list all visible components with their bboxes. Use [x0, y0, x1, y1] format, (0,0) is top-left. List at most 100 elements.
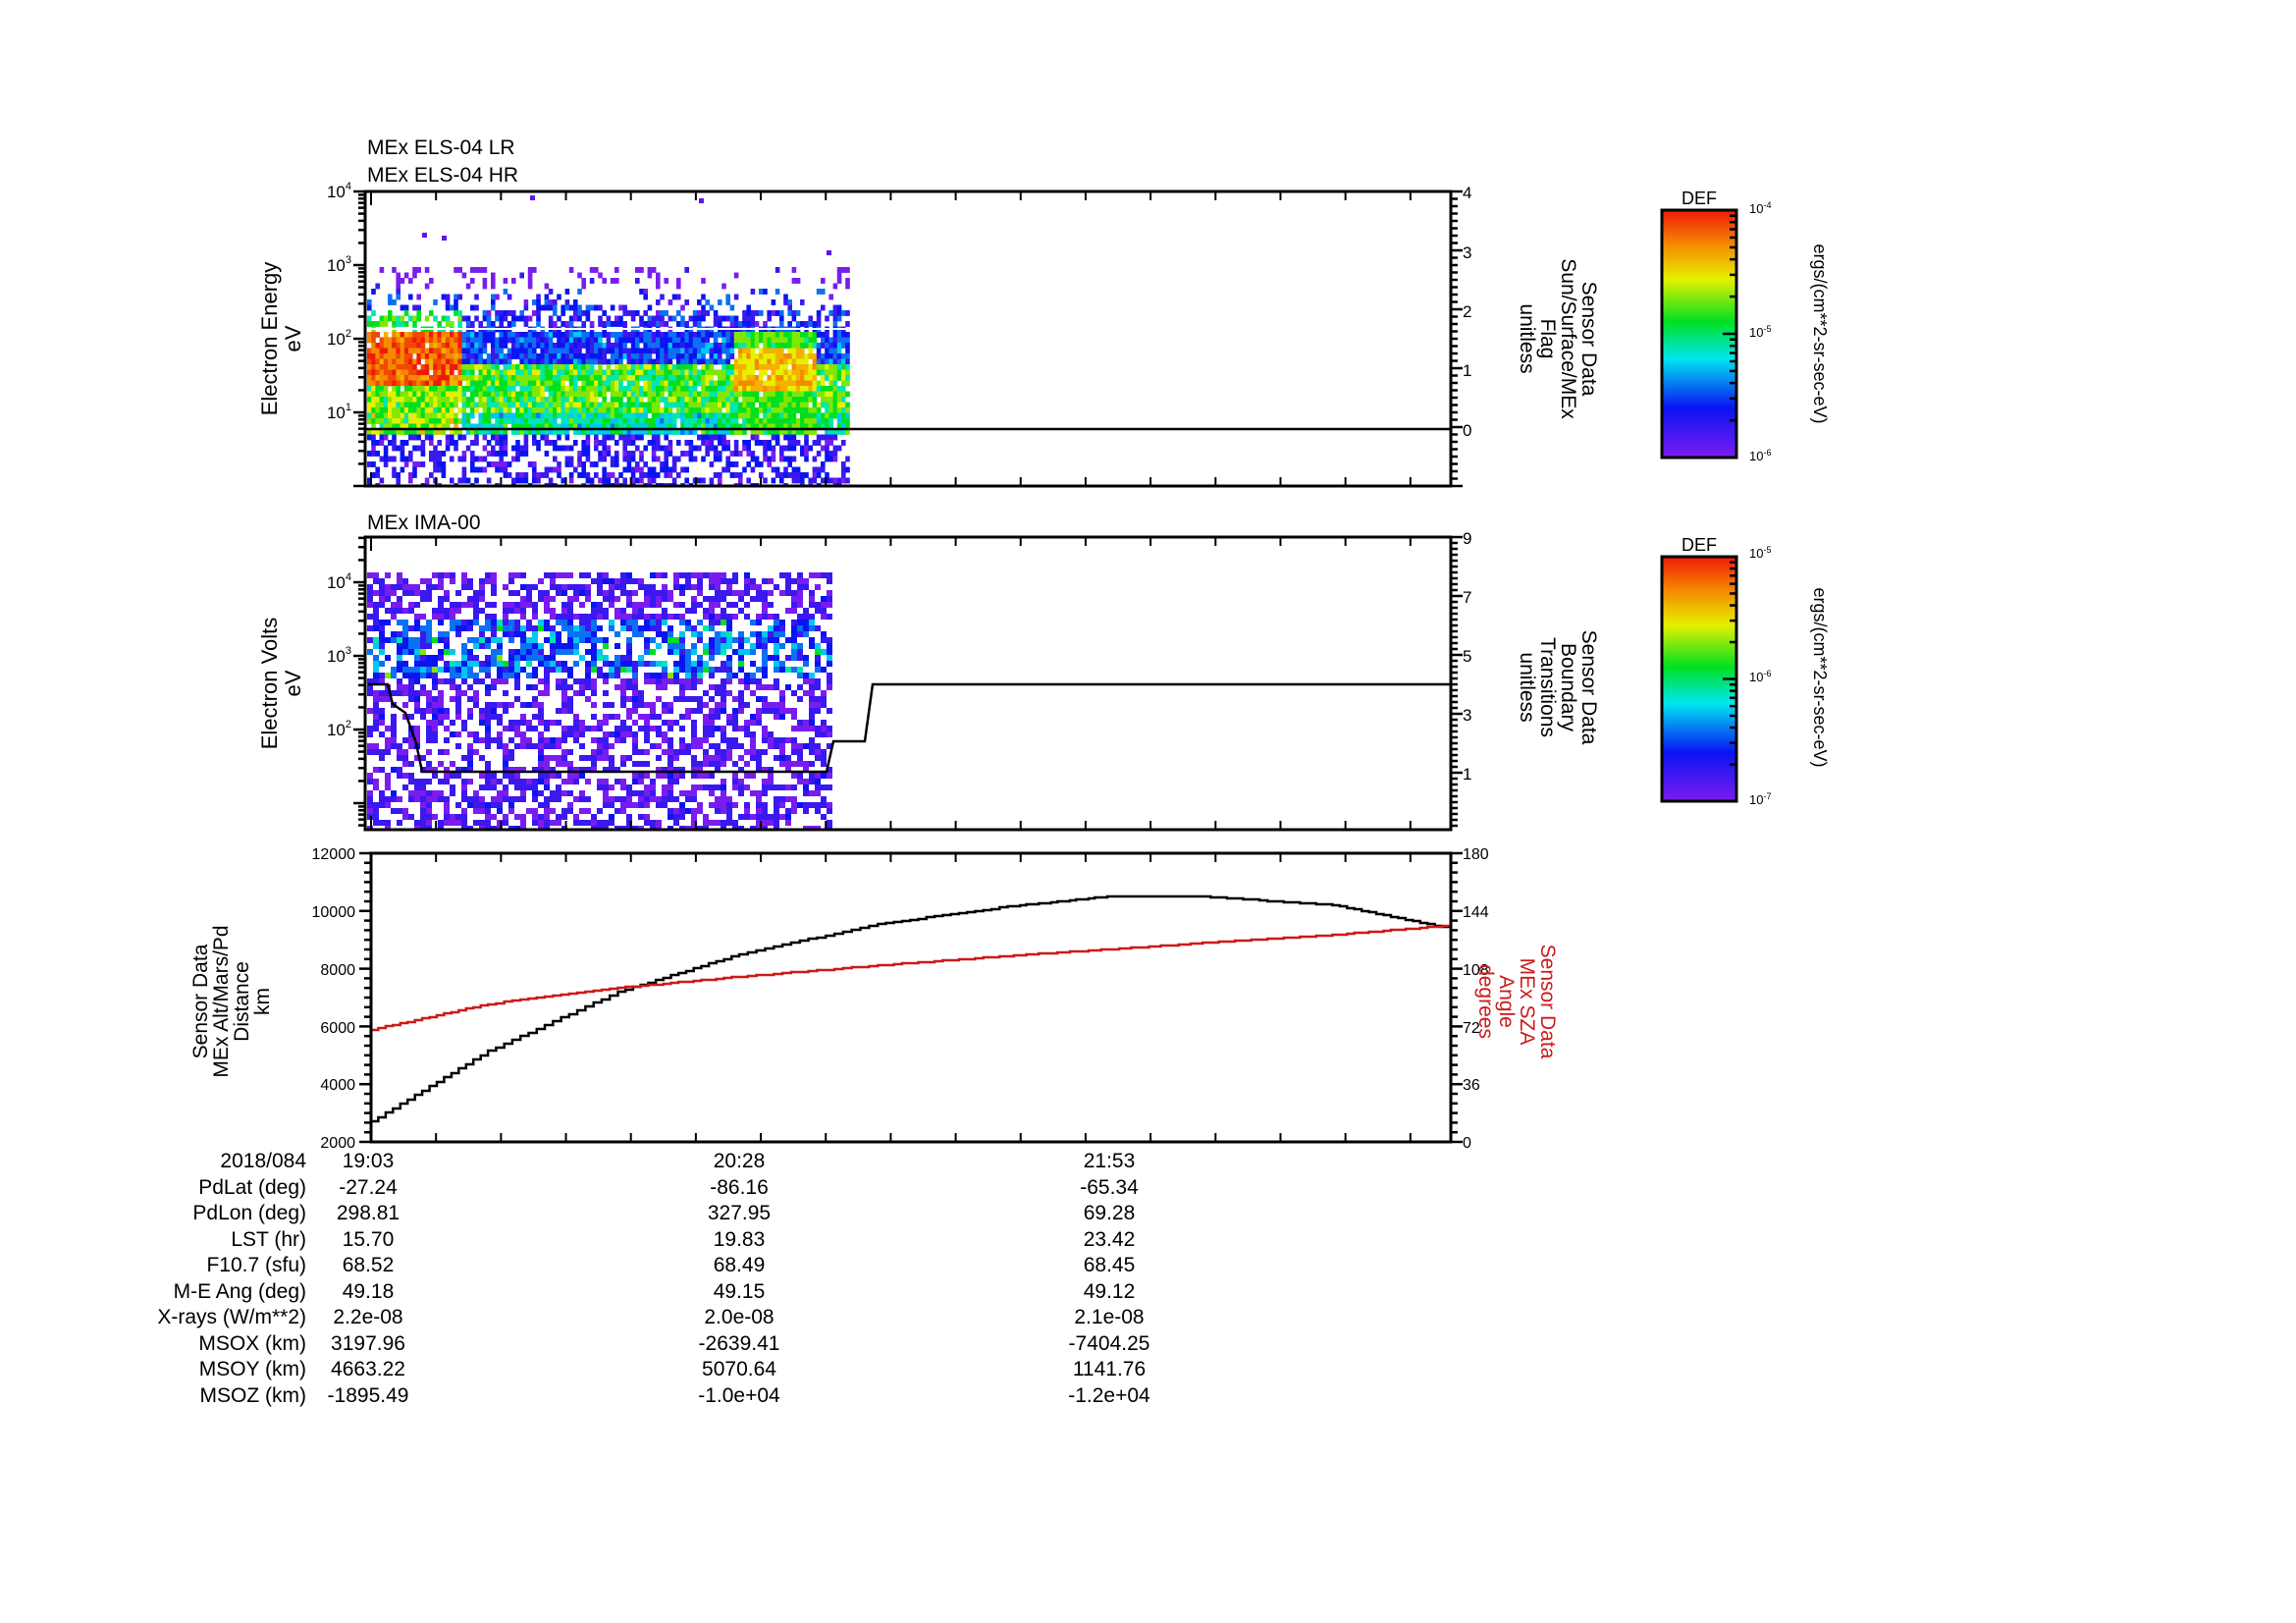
ephemeris-value: -86.16	[710, 1175, 769, 1199]
svg-text:unitless: unitless	[1516, 303, 1538, 373]
els-colorbar-ticks	[1723, 214, 1736, 460]
orbit-right-ytick: 36	[1463, 1077, 1480, 1094]
els-right-ytick: 1	[1463, 361, 1471, 380]
ephemeris-value: 23.42	[1083, 1227, 1136, 1251]
ephemeris-value: 68.52	[342, 1254, 395, 1276]
orbit-right-ytick: 72	[1463, 1020, 1480, 1037]
orbit-right-ytick: 108	[1463, 962, 1489, 979]
time-axis-date: 2018/084	[220, 1150, 306, 1172]
orbit-axis-ticks	[359, 851, 1463, 1144]
els-ytick-1e3: 103	[327, 254, 351, 275]
ima-ytick-1e4: 104	[327, 571, 351, 592]
altitude-line	[371, 894, 1451, 1123]
els-ytick-1e1: 101	[327, 402, 351, 422]
ima-right-ylabel: Sensor Data Boundary Transitions unitles…	[1516, 630, 1600, 745]
els-right-ytick: 3	[1463, 243, 1471, 262]
orbit-ytick: 8000	[320, 962, 355, 979]
els-colorbar: DEF 10-4 10-5 10-6 ergs/(cm**2-sr-sec-eV…	[1660, 189, 1830, 463]
ima-spectrogram	[367, 572, 832, 830]
panel-els: MEx ELS-04 LR MEx ELS-04 HR 104 103 102 …	[257, 136, 1830, 488]
panel-ima: MEx IMA-00 104 103 102 Electron Volts eV…	[257, 512, 1830, 832]
els-colorbar-unit: ergs/(cm**2-sr-sec-eV)	[1810, 243, 1830, 423]
panel-orbit: 12000 10000 8000 6000 4000 2000 Sensor D…	[189, 846, 1559, 1152]
orbit-ylabel: Sensor Data MEx Alt/Mars/Pd Distance km	[189, 925, 274, 1077]
ephemeris-value: 69.28	[1083, 1202, 1136, 1224]
orbit-right-ylabel: Sensor Data MEx SZA Angle degrees	[1474, 945, 1559, 1059]
ima-ytick-1e2: 102	[327, 719, 351, 739]
time-tick: 21:53	[1083, 1150, 1136, 1172]
els-right-ytick: 2	[1463, 302, 1471, 321]
ephemeris-label: X-rays (W/m**2)	[157, 1306, 306, 1328]
els-right-ytick: 0	[1463, 421, 1471, 440]
panel-ima-title: MEx IMA-00	[367, 512, 481, 534]
orbit-ytick: 2000	[320, 1135, 355, 1152]
ephemeris-label: MSOX (km)	[198, 1331, 306, 1355]
els-colorbar-gradient	[1660, 208, 1738, 460]
ephemeris-value: 5070.64	[702, 1358, 776, 1380]
ima-colorbar-tick: 10-5	[1749, 545, 1771, 561]
ephemeris-value: 327.95	[707, 1202, 772, 1224]
ephemeris-value: 15.70	[342, 1227, 395, 1251]
ima-colorbar-tick: 10-7	[1749, 791, 1771, 807]
ima-colorbar-tick: 10-6	[1749, 669, 1771, 684]
ephemeris-table: 2018/084 19:03 20:28 21:53 PdLat (deg) -2…	[0, 1149, 1472, 1424]
ephemeris-value: 49.18	[342, 1279, 395, 1303]
sza-line	[371, 924, 1450, 1032]
ephemeris-value: 49.15	[713, 1279, 766, 1303]
ephemeris-value: 68.49	[713, 1254, 766, 1276]
ephemeris-value: 4663.22	[331, 1358, 405, 1380]
els-ylabel: Electron Energy eV	[257, 262, 305, 416]
ephemeris-value: 298.81	[336, 1202, 400, 1224]
els-colorbar-title: DEF	[1682, 189, 1717, 208]
ima-ylabel: Electron Volts eV	[257, 618, 305, 750]
ephemeris-label: LST (hr)	[231, 1227, 306, 1251]
els-right-ylabel: Sensor Data Sun/Surface/MEx Flag unitles…	[1516, 258, 1600, 419]
ima-right-ytick: 7	[1463, 588, 1471, 607]
ima-colorbar-gradient	[1660, 555, 1738, 803]
els-right-ytick: 4	[1463, 184, 1471, 202]
orbit-ytick: 12000	[312, 846, 356, 863]
orbit-ytick: 6000	[320, 1020, 355, 1037]
els-colorbar-tick: 10-6	[1749, 448, 1771, 463]
ephemeris-value: 3197.96	[331, 1331, 405, 1355]
orbit-right-ytick: 0	[1463, 1135, 1471, 1152]
svg-text:Sensor Data: Sensor Data	[1577, 282, 1600, 397]
ephemeris-value: 2.2e-08	[333, 1306, 403, 1328]
svg-text:Sun/Surface/MEx: Sun/Surface/MEx	[1557, 258, 1579, 419]
ephemeris-value: -1895.49	[327, 1383, 409, 1407]
els-axis-ticks	[353, 189, 1463, 488]
els-ytick-1e4: 104	[327, 181, 351, 201]
ephemeris-value: 49.12	[1083, 1279, 1136, 1303]
orbit-ytick: 4000	[320, 1077, 355, 1094]
orbit-ytick: 10000	[312, 904, 356, 921]
ima-axis-ticks	[353, 535, 1463, 830]
ima-right-ytick: 3	[1463, 706, 1471, 725]
ephemeris-value: -27.24	[339, 1175, 398, 1199]
ima-right-ytick: 5	[1463, 647, 1471, 666]
time-tick: 20:28	[713, 1150, 766, 1172]
els-spectrogram	[367, 195, 850, 486]
ima-colorbar: DEF 10-5 10-6 10-7 ergs/(cm**2-sr-sec-eV…	[1660, 535, 1830, 807]
ephemeris-label: MSOY (km)	[198, 1358, 306, 1380]
ephemeris-value: -1.0e+04	[698, 1383, 780, 1407]
ephemeris-value: -1.2e+04	[1068, 1383, 1150, 1407]
orbit-right-ytick: 144	[1463, 904, 1489, 921]
orbit-right-ytick: 180	[1463, 846, 1489, 863]
els-colorbar-tick: 10-4	[1749, 200, 1771, 216]
ephemeris-value: -7404.25	[1068, 1331, 1150, 1355]
els-colorbar-tick: 10-5	[1749, 324, 1771, 340]
ephemeris-label: M-E Ang (deg)	[173, 1279, 306, 1303]
ephemeris-value: 2.0e-08	[704, 1306, 774, 1328]
ephemeris-label: MSOZ (km)	[199, 1383, 306, 1407]
ima-ytick-1e3: 103	[327, 645, 351, 666]
ephemeris-label: F10.7 (sfu)	[206, 1254, 306, 1276]
ima-colorbar-ticks	[1723, 561, 1736, 803]
ephemeris-label: PdLat (deg)	[198, 1175, 306, 1199]
ima-right-ytick: 1	[1463, 765, 1471, 784]
ephemeris-value: 1141.76	[1072, 1358, 1147, 1380]
ephemeris-value: 2.1e-08	[1074, 1306, 1145, 1328]
svg-text:eV: eV	[281, 325, 305, 352]
ima-colorbar-title: DEF	[1682, 535, 1717, 555]
els-ytick-1e2: 102	[327, 328, 351, 349]
